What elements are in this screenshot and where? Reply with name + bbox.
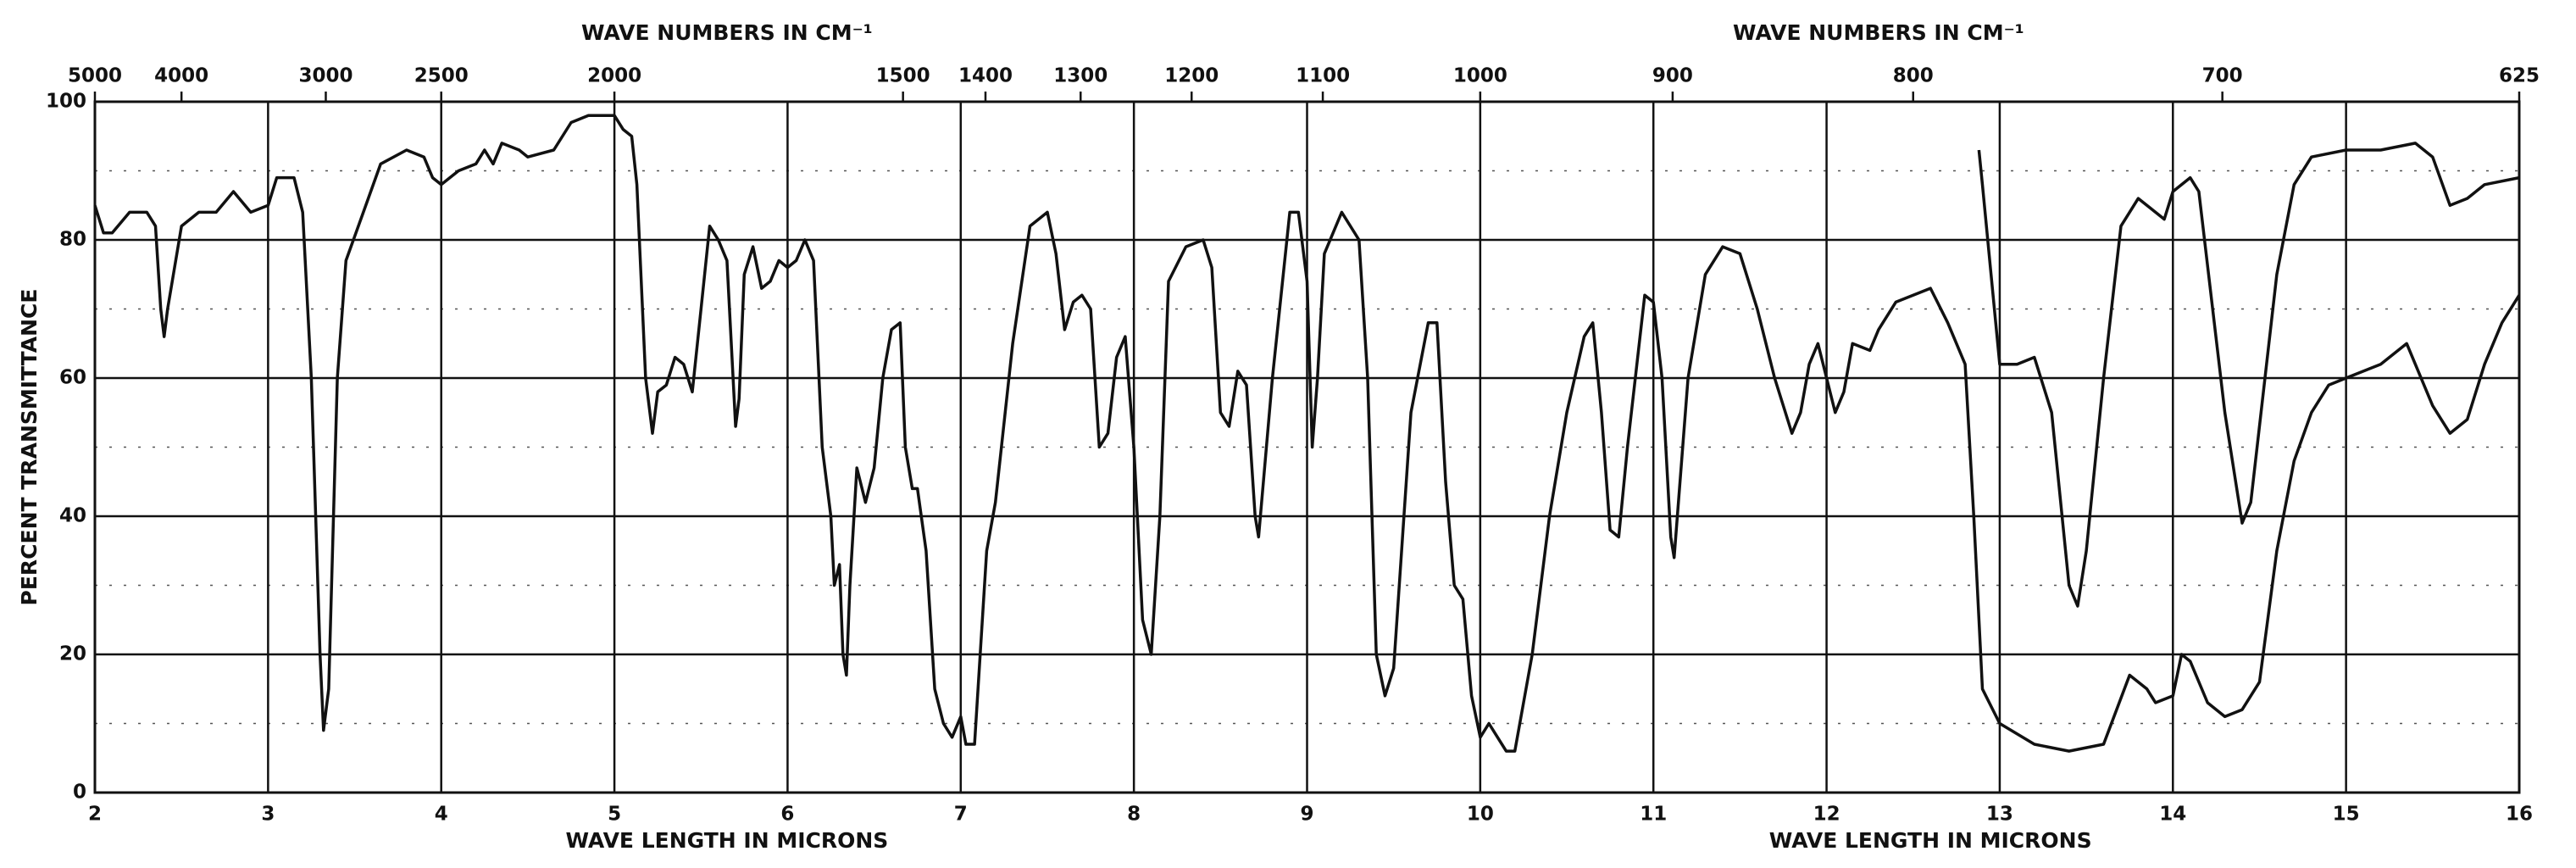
grid bbox=[93, 92, 2521, 794]
x-axis-title: WAVE LENGTH IN MICRONS bbox=[1769, 828, 2092, 853]
spectrum-line bbox=[1977, 142, 2520, 608]
y-tick-label: 40 bbox=[59, 505, 86, 527]
x-tick-label: 9 bbox=[1300, 804, 1313, 826]
x2-tick-label: 1300 bbox=[1053, 65, 1108, 87]
y-tick-label: 0 bbox=[73, 782, 86, 804]
x2-tick-label: 3000 bbox=[298, 65, 353, 87]
x-tick-label: 2 bbox=[88, 804, 102, 826]
x-tick-label: 13 bbox=[1986, 804, 2013, 826]
x-tick-label: 16 bbox=[2506, 804, 2533, 826]
y-tick-label: 60 bbox=[59, 367, 86, 389]
x2-tick-label: 900 bbox=[1652, 65, 1693, 87]
x2-tick-label: 700 bbox=[2202, 65, 2243, 87]
x-tick-label: 6 bbox=[780, 804, 794, 826]
x-tick-label: 4 bbox=[435, 804, 448, 826]
x2-tick-label: 1200 bbox=[1164, 65, 1219, 87]
plot-lines bbox=[93, 114, 2521, 753]
x-tick-label: 14 bbox=[2159, 804, 2186, 826]
y-axis-title: PERCENT TRANSMITTANCE bbox=[17, 289, 42, 606]
y-tick-label: 20 bbox=[59, 643, 86, 665]
y-tick-label: 100 bbox=[46, 91, 86, 113]
x-tick-label: 11 bbox=[1640, 804, 1667, 826]
x2-tick-label: 1000 bbox=[1453, 65, 1507, 87]
x2-tick-label: 800 bbox=[1893, 65, 1934, 87]
x2-tick-label: 1500 bbox=[876, 65, 930, 87]
y-tick-label: 80 bbox=[59, 229, 86, 251]
x-tick-label: 3 bbox=[261, 804, 275, 826]
labels: 0 20 40 60 80 100 2 3 4 5 6 7 8 9 10 11 12 13 14 15 16 5000 40… bbox=[17, 20, 2540, 853]
x2-tick-label: 1400 bbox=[958, 65, 1013, 87]
x2-axis-title: WAVE NUMBERS IN CM⁻¹ bbox=[1733, 20, 2024, 45]
x2-tick-label: 4000 bbox=[154, 65, 208, 87]
x2-axis-title: WAVE NUMBERS IN CM⁻¹ bbox=[581, 20, 873, 45]
x-tick-label: 5 bbox=[608, 804, 621, 826]
x-tick-label: 12 bbox=[1813, 804, 1840, 826]
x2-tick-label: 625 bbox=[2499, 65, 2540, 87]
spectrum-line bbox=[93, 114, 2521, 753]
plot-frame bbox=[93, 100, 2521, 794]
x-tick-label: 8 bbox=[1127, 804, 1141, 826]
x2-tick-label: 2000 bbox=[587, 65, 641, 87]
x-axis-title: WAVE LENGTH IN MICRONS bbox=[565, 828, 888, 853]
x2-tick-label: 1100 bbox=[1296, 65, 1350, 87]
x-tick-label: 15 bbox=[2333, 804, 2360, 826]
x2-tick-label: 2500 bbox=[414, 65, 469, 87]
x2-tick-label: 5000 bbox=[68, 65, 122, 87]
x-tick-label: 7 bbox=[954, 804, 968, 826]
x-tick-label: 10 bbox=[1467, 804, 1494, 826]
